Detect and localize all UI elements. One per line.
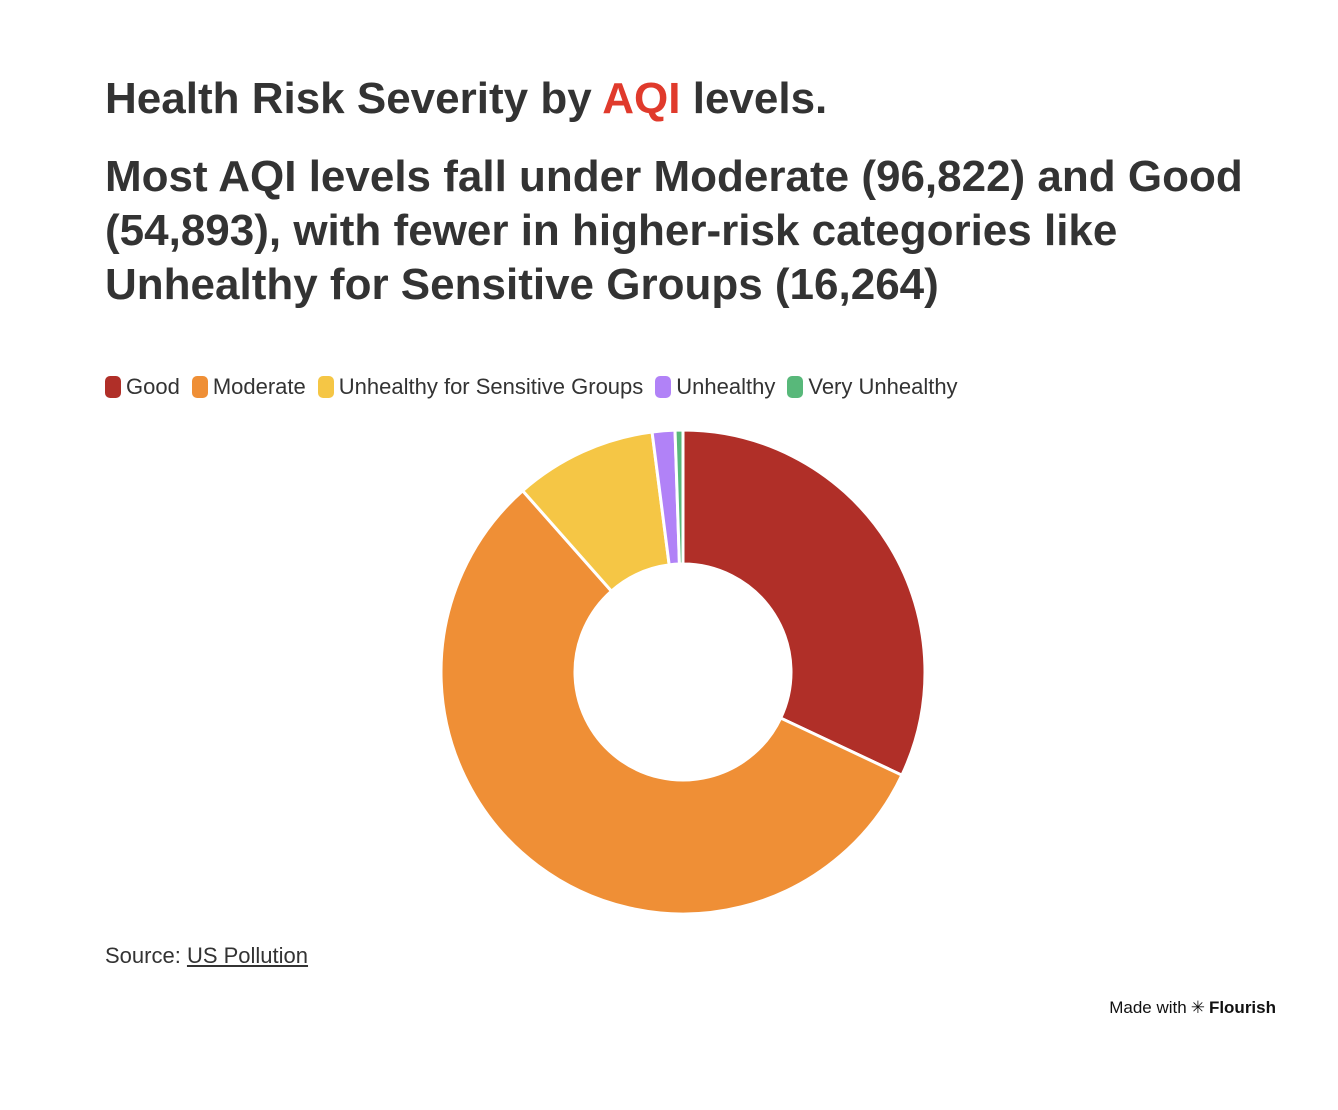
legend-label: Unhealthy xyxy=(676,374,776,399)
legend-swatch xyxy=(105,376,121,398)
title-text-start: Health Risk Severity by xyxy=(105,74,603,123)
title-accent-text: AQI xyxy=(602,74,681,123)
source-line: Source: US Pollution xyxy=(105,943,308,969)
legend-item[interactable]: Unhealthy xyxy=(655,374,775,400)
flourish-star-icon: ✳ xyxy=(1190,998,1205,1017)
flourish-credit[interactable]: Made with ✳ Flourish xyxy=(1109,998,1276,1018)
donut-slice-very-unhealthy[interactable] xyxy=(673,428,685,566)
legend-label: Moderate xyxy=(212,374,306,399)
donut-slice-moderate[interactable] xyxy=(439,489,904,916)
legend-item[interactable]: Unhealthy for Sensitive Groups xyxy=(317,374,644,400)
source-link[interactable]: US Pollution xyxy=(186,943,309,968)
legend-swatch xyxy=(655,376,672,398)
legend-item[interactable]: Very Unhealthy xyxy=(787,374,958,400)
legend-swatch xyxy=(787,376,804,398)
donut-slice-good[interactable] xyxy=(681,428,927,777)
legend-swatch xyxy=(317,376,334,398)
chart-legend: Good Moderate Unhealthy for Sensitive Grou… xyxy=(105,374,970,400)
legend-swatch xyxy=(191,376,208,398)
legend-item[interactable]: Moderate xyxy=(191,374,306,400)
donut-chart xyxy=(439,428,927,916)
legend-item[interactable]: Good xyxy=(105,374,180,400)
title-text-end: levels. xyxy=(680,74,828,123)
chart-title: Health Risk Severity by AQI levels. xyxy=(105,72,1285,126)
legend-label: Unhealthy for Sensitive Groups xyxy=(338,374,644,399)
chart-subtitle: Most AQI levels fall under Moderate (96,… xyxy=(105,152,1243,309)
made-with-label: Made with xyxy=(1109,998,1187,1017)
legend-label: Good xyxy=(126,374,180,399)
legend-label: Very Unhealthy xyxy=(808,374,958,399)
source-label: Source: xyxy=(105,943,181,968)
flourish-brand: Flourish xyxy=(1208,998,1276,1017)
